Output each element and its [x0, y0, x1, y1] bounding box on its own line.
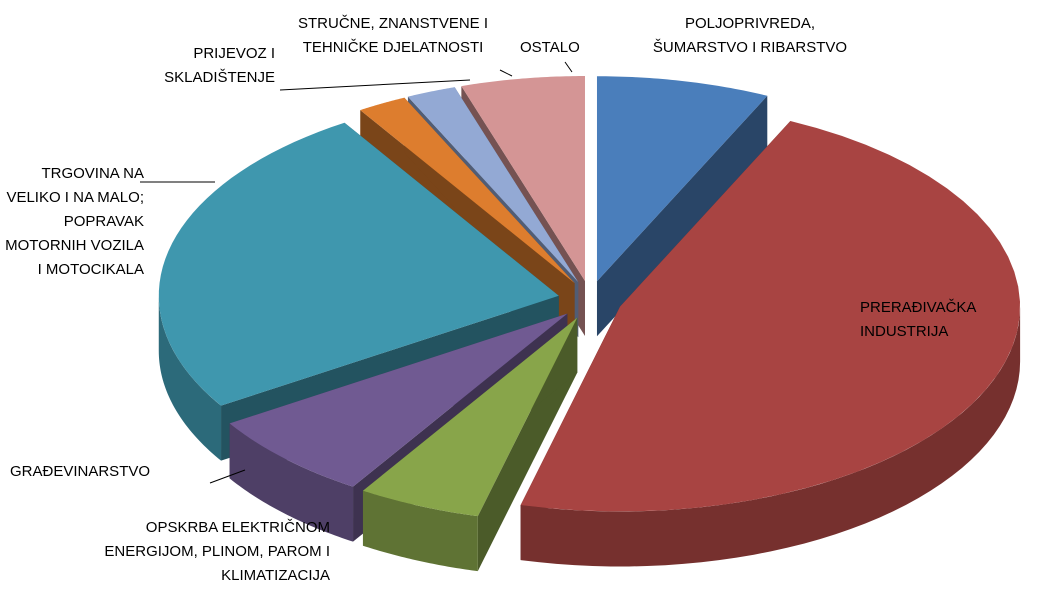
- leader-lines: [140, 61, 573, 484]
- leader-line: [564, 61, 573, 73]
- slice-rim: [229, 423, 354, 542]
- leader-line: [499, 69, 513, 77]
- slice: [229, 313, 568, 487]
- slice: [461, 76, 585, 282]
- slice: [362, 317, 578, 517]
- slice-label: PRIJEVOZ I SKLADIŠTENJE: [164, 45, 275, 86]
- slice-label: OSTALO: [520, 39, 580, 56]
- slice-label: PRERAĐIVAČKA INDUSTRIJA: [860, 299, 976, 340]
- slice: [407, 87, 579, 283]
- pie: [158, 76, 1021, 572]
- slice-label: OPSKRBA ELEKTRIČNOM ENERGIJOM, PLINOM, P…: [104, 519, 330, 584]
- slice-label: TRGOVINA NA VELIKO I NA MALO; POPRAVAK M…: [5, 165, 144, 278]
- slice-label: GRAĐEVINARSTVO: [10, 463, 151, 480]
- slice-rim: [158, 295, 222, 461]
- leader-line: [279, 79, 471, 91]
- slice-rim: [362, 490, 478, 572]
- slice-side: [596, 95, 768, 337]
- slice-rim: [520, 306, 1021, 567]
- slice-label: POLJOPRIVREDA, ŠUMARSTVO I RIBARSTVO: [652, 15, 848, 56]
- leader-line: [209, 469, 246, 484]
- slice-label: STRUČNE, ZNANSTVENE I TEHNIČKE DJELATNOS…: [297, 15, 489, 56]
- slice: [596, 76, 768, 282]
- slice: [520, 121, 1020, 512]
- slice: [158, 122, 559, 406]
- slice: [360, 97, 575, 284]
